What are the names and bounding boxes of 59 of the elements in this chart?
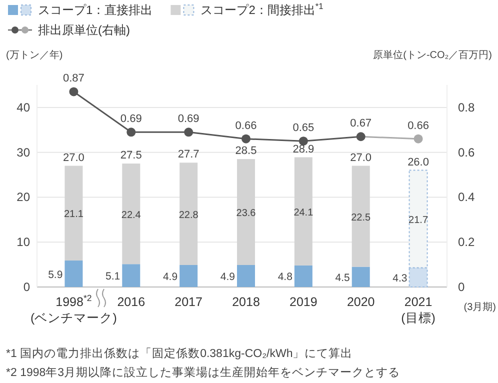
data-label: 4.5 bbox=[335, 272, 350, 284]
y2-axis-title: 原単位(トン-CO₂／百万円) bbox=[373, 49, 492, 61]
data-label: 0.69 bbox=[120, 113, 142, 126]
x-tick-label: 2017 bbox=[174, 295, 203, 309]
y-tick-label: 0 bbox=[23, 280, 30, 294]
data-label: 21.1 bbox=[64, 209, 84, 220]
y2-tick-label: 0.2 bbox=[458, 235, 476, 250]
data-label: 5.1 bbox=[106, 270, 120, 283]
y-tick-label: 10 bbox=[16, 235, 30, 250]
data-label: 4.9 bbox=[220, 271, 236, 283]
data-label: 21.7 bbox=[408, 214, 428, 226]
text: *2 1998年3月期以降に設立した事業場は生産開始年をベンチマークとする bbox=[6, 365, 400, 379]
data-label: 0.66 bbox=[408, 120, 429, 132]
total-label: 27.7 bbox=[178, 148, 200, 161]
point bbox=[356, 132, 366, 142]
y-tick-label: 30 bbox=[16, 145, 30, 160]
y-axis-title: (万トン／年) bbox=[6, 49, 63, 61]
data-label: 0.66 bbox=[235, 120, 257, 132]
data-label: 22.5 bbox=[351, 212, 372, 224]
data-label: 0.87 bbox=[63, 72, 84, 85]
x-tick-label: 1998$^{*2}$ (ベンチマーク) bbox=[30, 293, 117, 325]
total-label: 27.0 bbox=[63, 152, 84, 164]
data-label: 0.69 bbox=[178, 113, 200, 126]
data-label: 24.1 bbox=[294, 207, 314, 218]
y2-tick-label: 0.4 bbox=[458, 190, 476, 204]
point bbox=[184, 128, 194, 137]
y2-tick-label: 0.6 bbox=[458, 145, 476, 160]
total-label: 27.0 bbox=[350, 152, 372, 164]
point bbox=[69, 87, 78, 96]
data-label: 5.9 bbox=[48, 268, 63, 281]
y-tick-label: 20 bbox=[16, 190, 30, 204]
point bbox=[242, 134, 250, 144]
x-tick-label: 2016 bbox=[117, 295, 146, 309]
legend-label: スコープ2：間接排出$^{*1}$ bbox=[200, 1, 324, 17]
data-label: 22.4 bbox=[121, 210, 142, 221]
x-tick-label: 2018 bbox=[232, 295, 260, 309]
data-label: 22.8 bbox=[178, 210, 199, 221]
total-label: 28.9 bbox=[292, 143, 314, 156]
data-label: 4.3 bbox=[392, 272, 408, 284]
data-label: 4.8 bbox=[278, 271, 293, 284]
y-tick-label: 40 bbox=[16, 100, 30, 114]
point bbox=[414, 134, 423, 144]
legend-label: 排出原単位(右軸) bbox=[38, 23, 130, 37]
data-label: 0.65 bbox=[292, 122, 314, 134]
legend-label: スコープ1：直接排出 bbox=[38, 3, 153, 17]
text: *1 国内の電力排出係数は「固定係数0.381kg-CO₂/kWh」にて算出 bbox=[6, 346, 353, 360]
total-label: 27.5 bbox=[120, 150, 142, 162]
data-label: 0.67 bbox=[350, 118, 372, 130]
y2-tick-label: 0 bbox=[458, 280, 465, 294]
total-label: 26.0 bbox=[408, 156, 429, 168]
x-tick-label: 2020 bbox=[346, 295, 375, 309]
data-label: 4.9 bbox=[162, 271, 178, 283]
x-axis-title: (3月期) bbox=[464, 301, 496, 313]
point bbox=[126, 128, 136, 137]
x-tick-label: 2019 bbox=[290, 295, 318, 309]
x-tick-label: 2021 (目標) bbox=[401, 295, 436, 325]
data-label: 23.6 bbox=[236, 208, 256, 220]
y2-tick-label: 0.8 bbox=[458, 100, 476, 114]
total-label: 28.5 bbox=[235, 145, 257, 158]
